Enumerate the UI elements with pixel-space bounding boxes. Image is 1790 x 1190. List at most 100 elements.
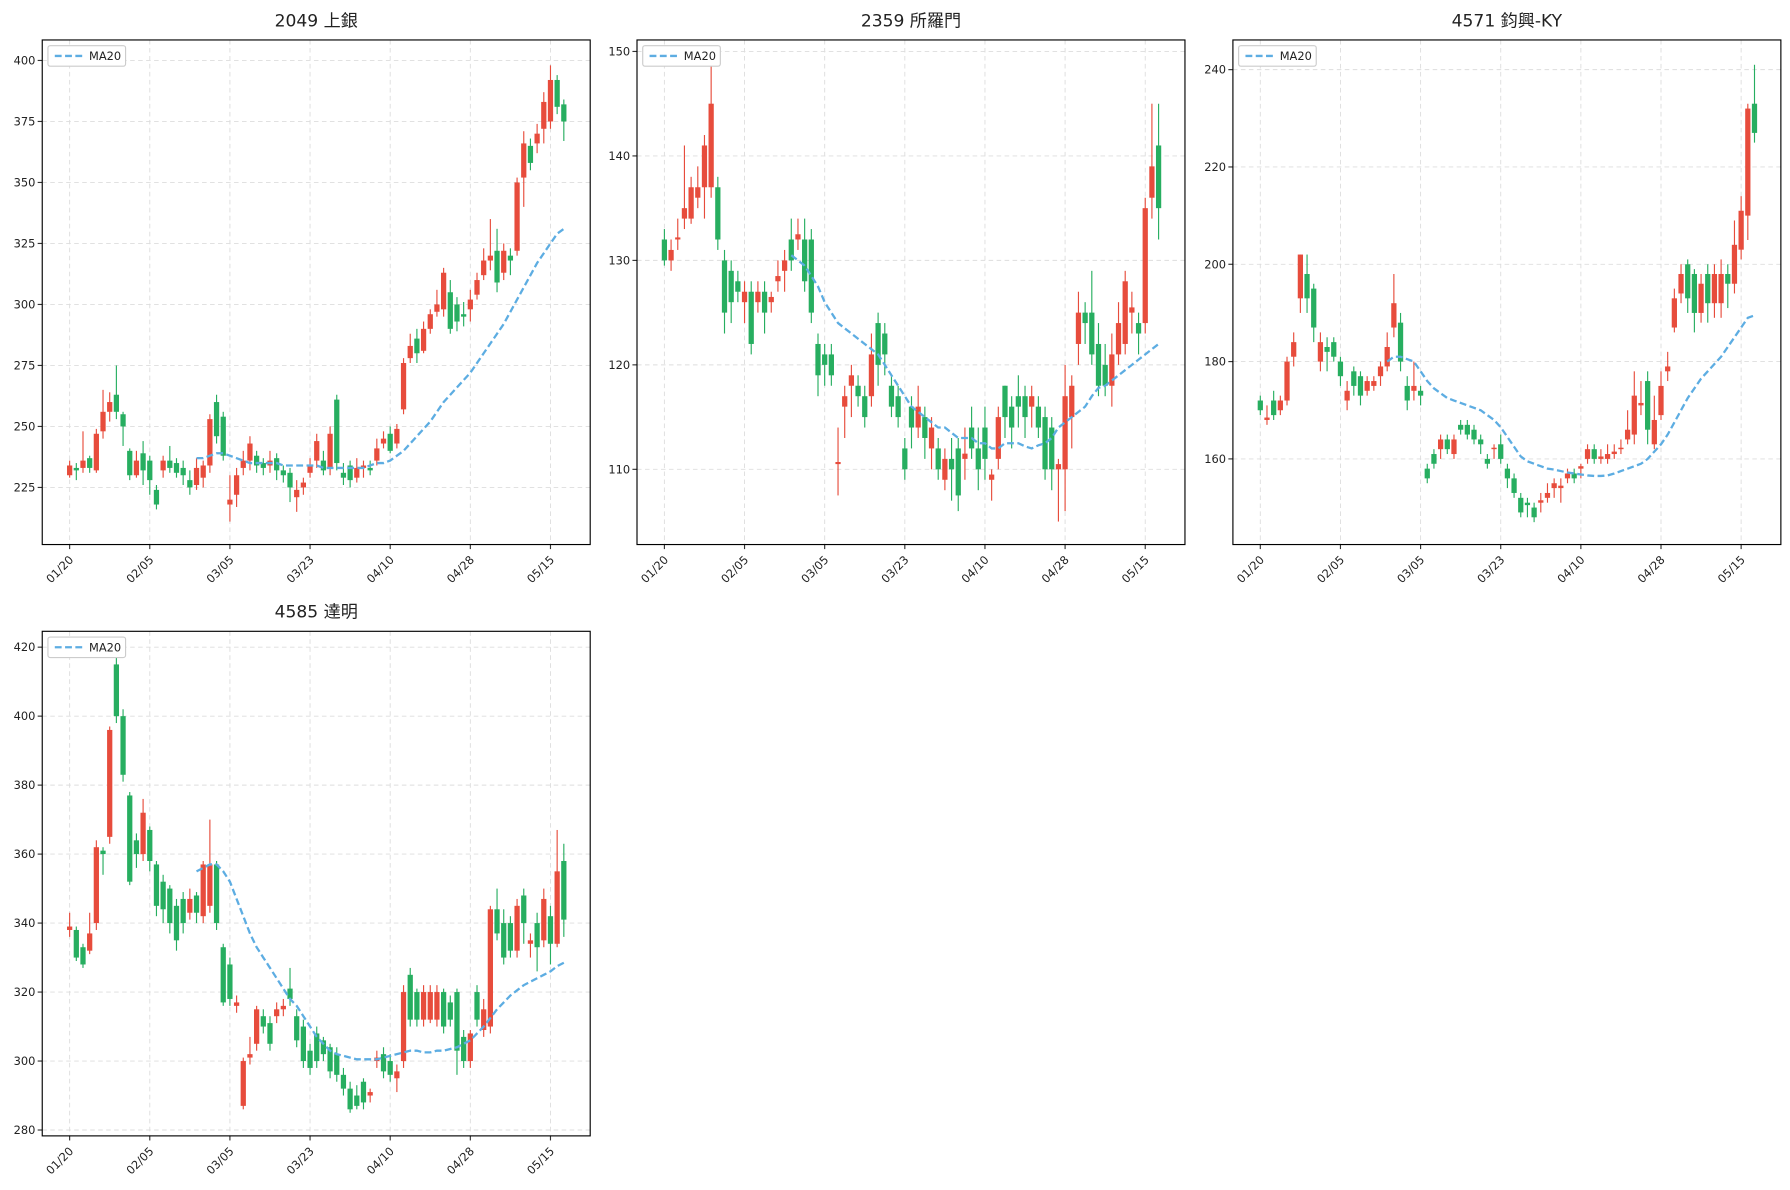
candle-body — [1451, 439, 1457, 455]
candle-body — [1491, 447, 1497, 450]
candle-body — [100, 850, 106, 855]
candle-body — [748, 291, 754, 344]
candle-body — [501, 250, 507, 273]
x-tick-label: 03/23 — [1474, 553, 1507, 586]
candle-body — [213, 402, 220, 437]
axes-frame — [41, 630, 591, 1137]
legend-label: MA20 — [684, 49, 716, 63]
candle-body — [140, 453, 146, 471]
candle-body — [1511, 478, 1517, 493]
subplot: 2359 所羅門 110 120 130 140 150 01/20 02/05 03/05 03… — [608, 11, 1186, 586]
candle-body — [1645, 381, 1651, 430]
candle-body — [1297, 254, 1304, 299]
y-tick-label: 380 — [14, 778, 36, 792]
axes-frame — [41, 39, 591, 546]
candle-body — [1404, 385, 1410, 401]
subplot-title: 2049 上銀 — [275, 11, 358, 31]
candle-body — [487, 909, 493, 1027]
candle-body — [761, 291, 768, 313]
candle-body — [447, 1002, 453, 1020]
candle-body — [1082, 312, 1088, 324]
candle-body — [828, 354, 834, 376]
x-tick-label: 01/20 — [43, 553, 76, 586]
legend-box — [47, 636, 127, 659]
candle-body — [527, 940, 534, 944]
ma-line — [1386, 314, 1755, 478]
candle-body — [173, 463, 180, 473]
legend-box — [1238, 45, 1317, 67]
candle-body — [407, 345, 413, 359]
candle-body — [902, 448, 908, 470]
candle-body — [133, 840, 140, 855]
candle-body — [1317, 342, 1324, 362]
x-tick-label: 02/05 — [1314, 553, 1347, 586]
candle-body — [107, 729, 113, 837]
candle-body — [434, 992, 440, 1020]
candle-body — [80, 947, 86, 965]
candle-body — [514, 905, 520, 951]
candle-body — [521, 895, 527, 924]
candle-body — [875, 323, 881, 365]
candle-body — [1604, 454, 1611, 459]
candle-body — [1344, 390, 1350, 401]
candle-body — [187, 480, 193, 488]
candle-body — [1618, 447, 1624, 450]
candle-body — [755, 291, 761, 303]
x-tick-label: 04/28 — [444, 553, 477, 586]
candle-body — [1277, 400, 1283, 411]
candle-body — [1055, 464, 1062, 470]
candle-body — [233, 475, 240, 495]
candle-body — [427, 314, 433, 329]
candle-body — [541, 898, 547, 941]
candle-body — [1698, 283, 1704, 313]
candle-body — [1524, 502, 1531, 506]
candle-body — [120, 716, 126, 775]
candle-body — [554, 79, 560, 107]
candle-body — [347, 1088, 353, 1110]
candle-body — [1102, 364, 1108, 386]
candle-body — [347, 465, 353, 481]
candle-body — [1089, 312, 1095, 355]
candle-body — [387, 1061, 393, 1075]
candle-body — [327, 1047, 333, 1072]
subplot: 2049 上銀 225 250 275 300 325 350 375 400 01/20 02/0… — [14, 11, 591, 586]
candle-body — [808, 239, 814, 313]
candle-body — [882, 333, 888, 355]
axes-frame — [1232, 39, 1782, 546]
candle-body — [280, 470, 286, 476]
y-tick-label: 400 — [14, 709, 36, 723]
candle-body — [1484, 458, 1490, 464]
y-tick-label: 130 — [608, 253, 630, 267]
x-tick-label: 05/15 — [1119, 553, 1152, 586]
x-tick-label: 03/05 — [1394, 553, 1427, 586]
x-tick-label: 04/10 — [364, 1144, 397, 1177]
candle-body — [260, 1016, 266, 1027]
candle-body — [334, 399, 340, 464]
candle-body — [1671, 298, 1677, 328]
candle-body — [394, 1071, 400, 1079]
candle-body — [1049, 427, 1055, 470]
candle-body — [427, 992, 433, 1020]
x-tick-label: 03/23 — [878, 553, 911, 586]
candle-body — [922, 417, 928, 438]
candle-body — [87, 458, 93, 468]
candle-body — [795, 234, 801, 240]
candle-body — [300, 1026, 307, 1062]
candle-body — [695, 187, 701, 198]
candle-body — [494, 250, 500, 283]
candle-body — [207, 864, 213, 906]
ma-line — [195, 863, 565, 1061]
y-tick-label: 250 — [14, 419, 36, 433]
candle-body — [1324, 346, 1330, 352]
candle-body — [193, 895, 200, 913]
candle-body — [735, 281, 741, 292]
candle-body — [561, 861, 567, 920]
candle-body — [1337, 361, 1344, 377]
candle-body — [675, 237, 681, 240]
candle-body — [1598, 456, 1604, 459]
candle-body — [173, 905, 180, 941]
candle-body — [360, 1081, 367, 1103]
candle-body — [1391, 303, 1397, 328]
candle-body — [1109, 354, 1115, 386]
candle-body — [822, 354, 828, 365]
